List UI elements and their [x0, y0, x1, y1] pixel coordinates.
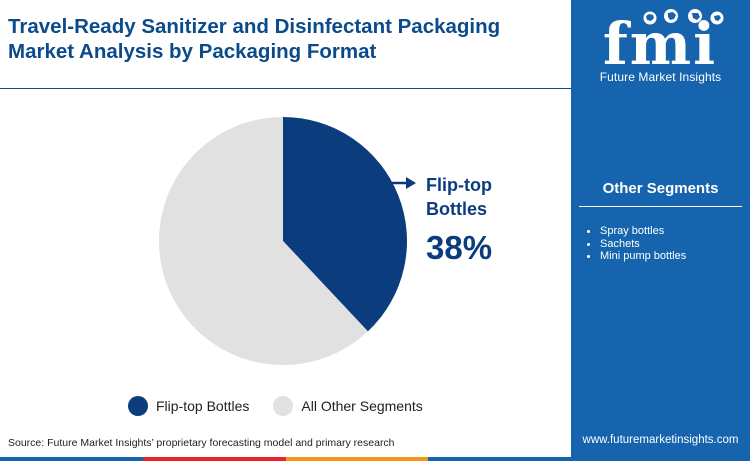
- footer-bar-segment-2: [142, 457, 286, 461]
- list-item-spray-bottles: Spray bottles: [585, 225, 686, 238]
- list-item-sachets: Sachets: [585, 238, 686, 251]
- footer-bar-segment-4: [428, 457, 571, 461]
- chart-title-line-2: Market Analysis by Packaging Format: [8, 40, 377, 63]
- list-item-mini-pump-bottles: Mini pump bottles: [585, 250, 686, 263]
- pie-slice-all-other-segments: [158, 117, 368, 365]
- chart-title-line-1: Travel-Ready Sanitizer and Disinfectant …: [8, 15, 501, 38]
- pie-chart: Flip-top Bottles 38%: [158, 117, 492, 365]
- legend-label-all-other-segments: All Other Segments: [301, 398, 423, 414]
- other-segments-title: Other Segments: [602, 180, 719, 197]
- source-note: Source: Future Market Insights’ propriet…: [8, 437, 395, 449]
- fmi-logo-icon: fmi: [603, 9, 724, 70]
- chart-legend: Flip-top Bottles All Other Segments: [128, 396, 447, 416]
- callout-label-line-1: Flip-top: [426, 175, 492, 195]
- pie-slice-flip-top-bottles: [283, 117, 407, 332]
- legend-swatch-flip-top-bottles: [128, 396, 148, 416]
- legend-label-flip-top-bottles: Flip-top Bottles: [156, 398, 250, 414]
- other-segments-divider: [579, 206, 742, 207]
- brand-logo: fmi Future Market Insights: [571, 4, 750, 88]
- right-panel: fmi Future Market Insights Other Segment…: [571, 0, 750, 461]
- footer-bar-segment-3: [285, 457, 429, 461]
- legend-item-all-other-segments: All Other Segments: [273, 396, 423, 416]
- title-divider: [0, 88, 571, 89]
- website-link[interactable]: www.futuremarketinsights.com: [582, 434, 739, 446]
- legend-item-flip-top-bottles: Flip-top Bottles: [128, 396, 249, 416]
- other-segments-list: Spray bottles Sachets Mini pump bottles: [585, 225, 686, 263]
- callout-label-line-2: Bottles: [426, 199, 487, 219]
- chart-title: Travel-Ready Sanitizer and Disinfectant …: [8, 14, 568, 64]
- brand-name: Future Market Insights: [599, 70, 722, 84]
- callout-value: 38%: [426, 229, 492, 266]
- svg-text:fmi: fmi: [603, 10, 717, 70]
- footer-color-bar: [0, 457, 571, 461]
- footer-bar-segment-1: [0, 457, 143, 461]
- legend-swatch-all-other-segments: [273, 396, 294, 416]
- callout-arrow-icon: [406, 177, 416, 189]
